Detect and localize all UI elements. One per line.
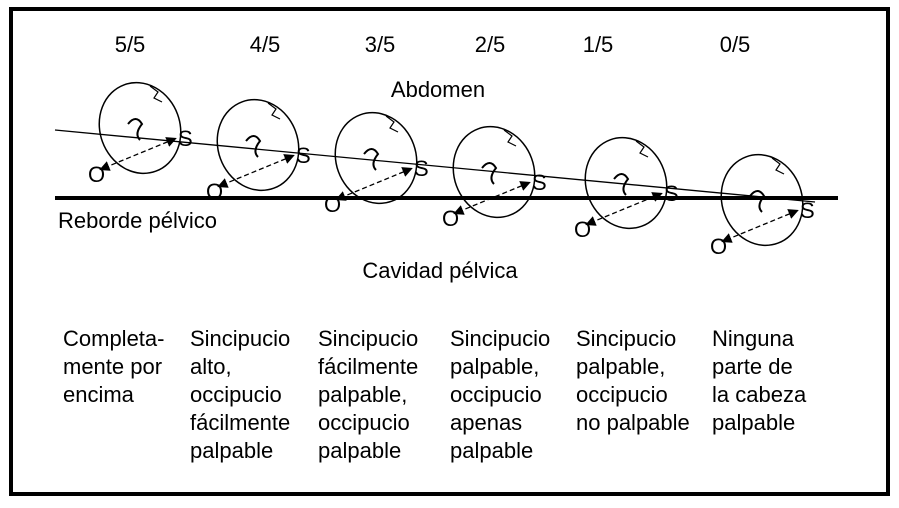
description-line: Ninguna — [712, 326, 795, 351]
description-line: palpable, — [318, 382, 407, 407]
description-line: fácilmente — [318, 354, 418, 379]
description-line: no palpable — [576, 410, 690, 435]
fraction: 2/5 — [475, 32, 506, 57]
description-line: Sincipucio — [450, 326, 550, 351]
occiput-label: O — [324, 192, 341, 217]
sinciput-label: S — [532, 170, 547, 195]
fraction: 0/5 — [720, 32, 751, 57]
head-detail — [127, 118, 144, 141]
description-line: occipucio — [576, 382, 668, 407]
face-detail — [385, 115, 399, 133]
description-line: palpable, — [576, 354, 665, 379]
description-line: fácilmente — [190, 410, 290, 435]
sinciput-label: S — [414, 156, 429, 181]
occiput-sinciput-diameter — [335, 167, 413, 201]
face-detail — [149, 85, 163, 103]
description-line: Sincipucio — [190, 326, 290, 351]
occiput-sinciput-diameter — [99, 137, 177, 171]
description-line: Completa- — [63, 326, 164, 351]
fraction: 4/5 — [250, 32, 281, 57]
description-line: palpable — [450, 438, 533, 463]
fraction: 3/5 — [365, 32, 396, 57]
description-line: Sincipucio — [318, 326, 418, 351]
sinciput-label: S — [178, 126, 193, 151]
face-detail — [503, 129, 517, 147]
description-line: encima — [63, 382, 135, 407]
face-detail — [771, 157, 785, 175]
sinciput-label: S — [664, 181, 679, 206]
occiput-label: O — [206, 179, 223, 204]
head-detail — [363, 148, 380, 171]
sinciput-line — [54, 129, 816, 203]
abdomen-label: Abdomen — [391, 77, 485, 102]
pelvic-brim-label: Reborde pélvico — [58, 208, 217, 233]
face-detail — [635, 140, 649, 158]
occiput-sinciput-diameter — [217, 154, 295, 188]
head-detail — [749, 190, 766, 213]
occiput-sinciput-diameter — [721, 209, 799, 243]
description-line: palpable — [190, 438, 273, 463]
description-line: la cabeza — [712, 382, 807, 407]
description-line: palpable — [318, 438, 401, 463]
description-line: occipucio — [450, 382, 542, 407]
occiput-sinciput-diameter — [585, 192, 663, 226]
face-detail — [267, 102, 281, 120]
occiput-label: O — [710, 234, 727, 259]
description-line: parte de — [712, 354, 793, 379]
occiput-label: O — [574, 217, 591, 242]
description-line: Sincipucio — [576, 326, 676, 351]
head-detail — [245, 135, 262, 158]
description-line: alto, — [190, 354, 232, 379]
head-detail — [481, 162, 498, 185]
description-line: palpable — [712, 410, 795, 435]
description-line: mente por — [63, 354, 162, 379]
occiput-label: O — [88, 162, 105, 187]
description-line: apenas — [450, 410, 522, 435]
description-line: palpable, — [450, 354, 539, 379]
occiput-label: O — [442, 206, 459, 231]
description-line: occipucio — [318, 410, 410, 435]
frame — [9, 7, 890, 496]
fraction: 1/5 — [583, 32, 614, 57]
pelvic-cavity-label: Cavidad pélvica — [362, 258, 518, 283]
description-line: occipucio — [190, 382, 282, 407]
head-detail — [613, 173, 630, 196]
fraction: 5/5 — [115, 32, 146, 57]
sinciput-label: S — [296, 143, 311, 168]
occiput-sinciput-diameter — [453, 181, 531, 215]
sinciput-label: S — [800, 198, 815, 223]
